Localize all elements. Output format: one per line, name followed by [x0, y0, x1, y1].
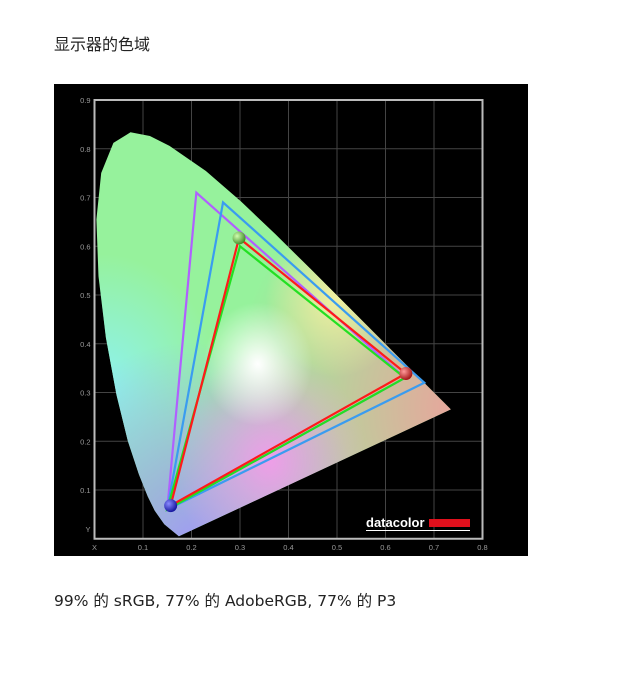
x-tick-label: 0.7 — [429, 543, 439, 552]
x-tick-label: 0.6 — [380, 543, 390, 552]
gamut-triangle — [168, 236, 408, 508]
y-tick-label: 0.4 — [80, 340, 90, 349]
y-tick-label: Y — [85, 525, 90, 534]
x-tick-label: 0.2 — [186, 543, 196, 552]
gamut-chart: X 0.1 0.2 0.3 0.4 0.5 0.6 0.7 0.8 Y 0.1 0.2 0.3 0.4 0.… — [54, 84, 528, 556]
y-tick-label: 0.7 — [80, 194, 90, 203]
y-tick-label: 0.2 — [80, 437, 90, 446]
blue-primary-point — [164, 499, 178, 513]
x-tick-label: 0.5 — [332, 543, 342, 552]
logo-text: datacolor — [366, 515, 425, 530]
y-tick-label: 0.5 — [80, 291, 90, 300]
y-tick-label: 0.1 — [80, 486, 90, 495]
datacolor-logo: datacolor — [366, 515, 470, 531]
x-tick-label: 0.1 — [138, 543, 148, 552]
section-title: 显示器的色域 — [54, 35, 151, 54]
red-primary-point — [399, 366, 413, 380]
green-primary-point — [232, 231, 246, 245]
logo-underline — [366, 530, 470, 531]
y-tick-label: 0.8 — [80, 145, 90, 154]
plot-frame — [93, 99, 484, 540]
x-tick-label: 0.4 — [283, 543, 293, 552]
y-tick-label: 0.9 — [80, 96, 90, 105]
y-tick-label: 0.3 — [80, 389, 90, 398]
x-tick-label: 0.3 — [235, 543, 245, 552]
y-tick-label: 0.6 — [80, 242, 90, 251]
gamut-caption: 99% 的 sRGB, 77% 的 AdobeRGB, 77% 的 P3 — [54, 592, 397, 610]
cie-diagram-svg: X 0.1 0.2 0.3 0.4 0.5 0.6 0.7 0.8 Y 0.1 0.2 0.3 0.4 0.… — [80, 96, 488, 552]
logo-bar — [429, 519, 470, 527]
gamut-triangle — [165, 200, 427, 512]
x-tick-label: X — [92, 543, 97, 552]
x-tick-label: 0.8 — [477, 543, 487, 552]
